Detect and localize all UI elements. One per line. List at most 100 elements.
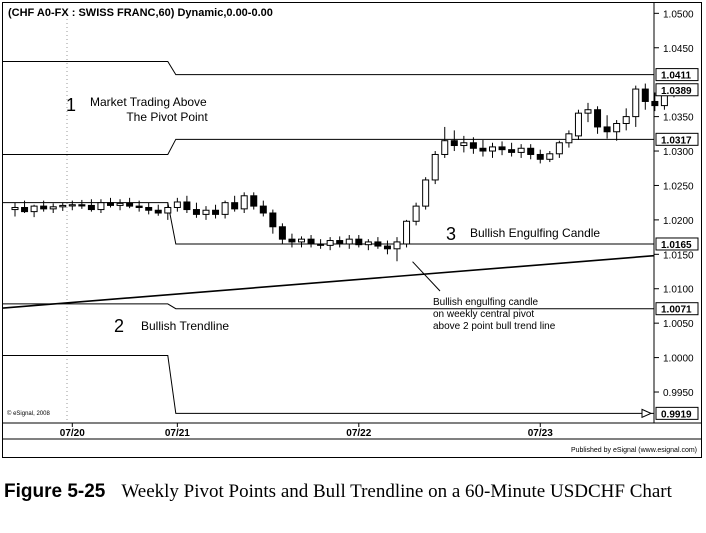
candle-body: [469, 142, 477, 149]
annotation-text: Bullish Trendline: [141, 319, 229, 333]
candle-body: [164, 206, 172, 214]
candle-body: [546, 153, 554, 160]
candle-body: [383, 245, 391, 250]
candle-body: [565, 133, 573, 144]
candle-body: [30, 205, 38, 213]
candlestick-chart: (CHF A0-FX : SWISS FRANC,60) Dynamic,0.0…: [2, 3, 701, 457]
candle-body: [594, 109, 602, 128]
publisher-text: Published by eSignal (www.esignal.com): [571, 447, 697, 454]
y-tick-label: 1.0350: [663, 113, 694, 124]
price-tags: 1.0411 1.0389 1.0317 1.0165 1.0071 0.9919: [641, 68, 699, 420]
candle-body: [78, 204, 86, 207]
y-tick-label: 1.0500: [663, 9, 694, 20]
annotation-number: 3: [446, 224, 456, 244]
candle-body: [183, 201, 191, 211]
candle-body: [288, 238, 296, 243]
y-tick-label: 1.0100: [663, 285, 694, 296]
bull-trendline: [2, 254, 655, 309]
x-tick-label: 07/23: [528, 428, 553, 439]
pivot-level-line: [3, 303, 654, 310]
candle-body: [641, 88, 649, 102]
candle-body: [107, 202, 114, 206]
y-tick-label: 1.0000: [663, 354, 694, 365]
candle-body: [269, 212, 277, 228]
candle-body: [68, 204, 76, 207]
y-tick-label: 1.0150: [663, 250, 694, 261]
candle-body: [574, 112, 582, 137]
candle-body: [603, 126, 611, 133]
price-tag-box: [655, 302, 699, 316]
candle-body: [135, 205, 143, 208]
annotation-text: on weekly central pivot: [433, 309, 534, 320]
candle-body: [250, 195, 258, 207]
candle-body: [173, 201, 181, 208]
trendline-layer: [2, 254, 655, 309]
candle-body: [126, 202, 134, 207]
y-tick-label: 1.0450: [663, 44, 694, 55]
price-tag-box: [655, 406, 699, 420]
copyright-text: © eSignal, 2008: [7, 410, 50, 417]
candle-body: [307, 238, 315, 245]
candle-body: [584, 109, 592, 114]
candle-body: [317, 243, 325, 246]
figure-caption: Figure 5-25 Weekly Pivot Points and Bull …: [4, 480, 702, 504]
annotation-text: The Pivot Point: [126, 110, 208, 124]
candle-body: [59, 204, 67, 208]
price-tag-label: 0.9919: [661, 409, 692, 420]
candle-body: [221, 202, 229, 215]
caption-text: Weekly Pivot Points and Bull Trendline o…: [121, 481, 672, 502]
candle-body: [622, 116, 630, 124]
time-axis: 07/20 07/21 07/22 07/23: [60, 423, 553, 439]
candle-body: [336, 240, 344, 245]
x-tick-label: 07/22: [346, 428, 371, 439]
price-tag-box: [655, 132, 699, 146]
candle-body: [240, 195, 248, 210]
candle-body: [21, 206, 29, 213]
candle-body: [374, 241, 382, 247]
candle-body: [298, 238, 305, 243]
candle-body: [202, 209, 210, 215]
candle-body: [536, 153, 544, 160]
candle-body: [40, 205, 48, 210]
candle-body: [97, 202, 105, 211]
annotation-text: Market Trading Above: [90, 95, 207, 109]
annotation-number: 2: [114, 316, 124, 336]
y-tick-label: 1.0200: [663, 216, 694, 227]
pivot-level-line: [3, 355, 654, 414]
candle-body: [355, 238, 363, 246]
price-tag-label: 1.0071: [661, 305, 692, 316]
candle-body: [403, 220, 411, 245]
candle-body: [212, 209, 220, 215]
candle-body: [116, 202, 124, 206]
annotation-number: 1: [66, 95, 76, 115]
price-tag-box: [655, 237, 699, 251]
annotation-pointer-line: [412, 261, 441, 292]
price-tag-box: [655, 83, 699, 97]
candle-body: [154, 209, 162, 214]
candle-body: [11, 206, 19, 211]
candle-body: [278, 226, 286, 240]
price-tag-label: 1.0317: [661, 135, 692, 146]
candle-body: [527, 147, 535, 155]
price-tag-label: 1.0389: [661, 86, 692, 97]
pivot-levels: [3, 61, 654, 414]
candle-body: [460, 142, 468, 147]
y-tick-label: 0.9950: [663, 388, 694, 399]
y-tick-label: 1.0250: [663, 181, 694, 192]
candle-body: [613, 122, 621, 133]
candle-body: [364, 241, 372, 246]
price-tag-box: [655, 68, 699, 82]
last-price-arrow: [641, 408, 653, 419]
candle-body: [489, 146, 496, 152]
candle-body: [479, 147, 487, 152]
annotation-text: Bullish Engulfing Candle: [470, 226, 600, 240]
candle-body: [517, 147, 525, 153]
candle-body: [231, 202, 239, 210]
price-tag-label: 1.0411: [661, 71, 691, 82]
price-axis: 1.0500 1.0450 1.0350 1.0300 1.0250 1.0200 1.01…: [654, 9, 694, 399]
candle-body: [393, 241, 401, 250]
pivot-level-line: [3, 61, 654, 76]
candle-body: [49, 206, 57, 210]
